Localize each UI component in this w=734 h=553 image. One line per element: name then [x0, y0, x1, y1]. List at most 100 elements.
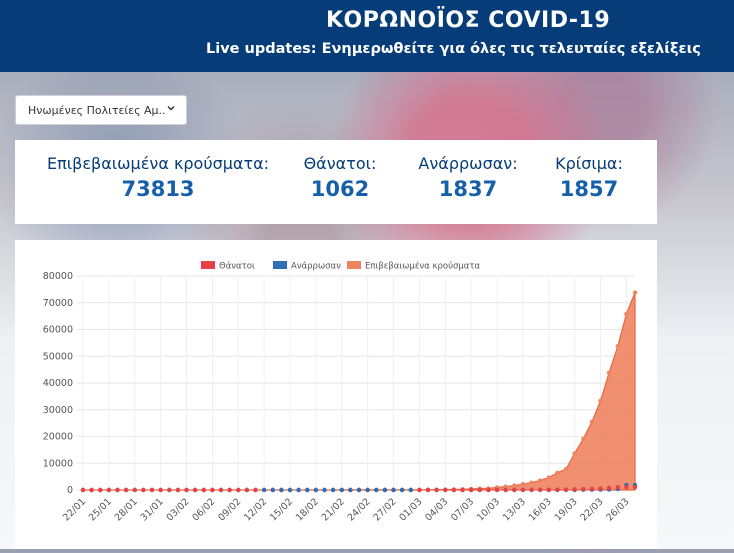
point-Θάνατοι-47 — [486, 487, 491, 493]
page-title: ΚΟΡΩΝΟΪΟΣ COVID-19 — [326, 8, 611, 33]
legend-label-1: Ανάρρωσαν — [291, 262, 341, 272]
y-tick-label-0: 0 — [67, 485, 73, 496]
stat-deaths-value: 1062 — [310, 177, 370, 201]
point-Επιβεβαιωμένα-κρούσματα-57 — [572, 451, 577, 456]
point-Επιβεβαιωμένα-κρούσματα-50 — [512, 483, 517, 488]
legend-swatch-1 — [273, 261, 287, 269]
point-Θάνατοι-53 — [537, 487, 543, 492]
legend-swatch-0 — [201, 261, 215, 269]
point-Επιβεβαιωμένα-κρούσματα-52 — [529, 480, 534, 485]
x-tick-label-3: 31/01 — [139, 496, 166, 523]
legend-label-2: Επιβεβαιωμένα κρούσματα — [365, 261, 480, 272]
point-Θάνατοι-56 — [563, 487, 569, 492]
point-Επιβεβαιωμένα-κρούσματα-49 — [503, 484, 508, 489]
x-tick-label-21: 26/03 — [604, 496, 631, 523]
point-Επιβεβαιωμένα-κρούσματα-60 — [598, 398, 603, 404]
x-tick-label-4: 03/02 — [164, 496, 191, 523]
site-header: ΚΟΡΩΝΟΪΟΣ COVID-19 Live updates: Ενημερω… — [0, 0, 734, 72]
y-tick-label-4: 40000 — [43, 378, 73, 389]
point-Θάνατοι-37 — [399, 487, 405, 493]
point-Θάνατοι-10 — [167, 487, 172, 493]
point-Επιβεβαιωμένα-κρούσματα-55 — [555, 470, 560, 475]
point-Θάνατοι-33 — [365, 487, 370, 493]
point-Θάνατοι-48 — [494, 487, 500, 493]
point-Θάνατοι-35 — [382, 487, 388, 493]
point-Επιβεβαιωμένα-κρούσματα-56 — [563, 467, 569, 472]
stat-recovered-label: Ανάρρωσαν: — [418, 154, 518, 173]
stat-recovered: Ανάρρωσαν: 1837 — [408, 154, 528, 201]
point-Θάνατοι-4 — [115, 487, 120, 493]
stat-critical-label: Κρίσιμα: — [555, 154, 623, 173]
point-Θάνατοι-64 — [632, 485, 638, 490]
x-tick-label-19: 19/03 — [553, 496, 580, 523]
point-Θάνατοι-6 — [132, 487, 137, 493]
x-tick-label-13: 01/03 — [397, 496, 424, 523]
point-Επιβεβαιωμένα-κρούσματα-54 — [546, 475, 551, 480]
point-Επιβεβαιωμένα-κρούσματα-61 — [606, 370, 612, 375]
stat-critical: Κρίσιμα: 1857 — [547, 154, 631, 201]
point-Θάνατοι-12 — [184, 487, 189, 493]
point-Επιβεβαιωμένα-κρούσματα-53 — [537, 478, 543, 483]
region-select[interactable]: Ηνωμένες Πολιτείες Αμ... — [15, 95, 187, 125]
point-Θάνατοι-40 — [425, 487, 431, 493]
x-tick-label-6: 09/02 — [216, 496, 243, 523]
point-Θάνατοι-62 — [615, 485, 620, 490]
y-tick-label-6: 60000 — [43, 325, 73, 336]
point-Θάνατοι-41 — [434, 487, 439, 493]
point-Θάνατοι-61 — [606, 485, 612, 491]
point-Θάνατοι-16 — [218, 487, 224, 493]
stat-recovered-value: 1837 — [438, 177, 498, 201]
point-Θάνατοι-25 — [296, 487, 301, 493]
point-Θάνατοι-32 — [356, 487, 362, 493]
stat-deaths: Θάνατοι: 1062 — [287, 154, 393, 201]
point-Θάνατοι-5 — [123, 487, 129, 493]
x-tick-label-18: 16/03 — [527, 496, 554, 523]
point-Επιβεβαιωμένα-κρούσματα-59 — [589, 419, 595, 424]
point-Θάνατοι-24 — [287, 487, 293, 493]
point-Θάνατοι-44 — [460, 487, 465, 493]
point-Θάνατοι-52 — [529, 487, 534, 492]
point-Θάνατοι-42 — [443, 487, 448, 493]
stat-critical-value: 1857 — [559, 177, 619, 201]
x-tick-label-14: 04/03 — [423, 496, 450, 523]
stat-confirmed-value: 73813 — [121, 177, 195, 201]
point-Θάνατοι-14 — [201, 487, 206, 493]
point-Θάνατοι-13 — [192, 487, 198, 493]
chart-card: 0 10000 20000 30000 40000 50000 60000 70000 8000… — [15, 240, 657, 549]
point-Θάνατοι-11 — [175, 487, 181, 493]
point-Επιβεβαιωμένα-κρούσματα-58 — [581, 436, 586, 442]
point-Θάνατοι-15 — [210, 487, 215, 493]
x-tick-label-8: 15/02 — [268, 496, 295, 523]
x-tick-label-10: 21/02 — [320, 496, 347, 523]
y-tick-label-7: 70000 — [43, 298, 73, 309]
y-tick-label-3: 30000 — [43, 405, 73, 416]
stat-confirmed-label: Επιβεβαιωμένα κρούσματα: — [46, 154, 270, 173]
point-Θάνατοι-20 — [253, 487, 258, 493]
point-Θάνατοι-30 — [339, 487, 344, 493]
point-Θάνατοι-57 — [572, 487, 577, 492]
point-Θάνατοι-19 — [244, 487, 250, 493]
x-tick-label-11: 24/02 — [346, 496, 373, 523]
x-tick-label-0: 22/01 — [61, 496, 88, 523]
point-Θάνατοι-21 — [261, 487, 267, 493]
point-Θάνατοι-49 — [503, 487, 508, 493]
point-Επιβεβαιωμένα-κρούσματα-63 — [624, 311, 629, 317]
point-Θάνατοι-45 — [468, 487, 474, 493]
point-Θάνατοι-29 — [330, 487, 336, 493]
point-Θάνατοι-54 — [546, 487, 551, 492]
point-Θάνατοι-58 — [581, 486, 586, 492]
region-select-value: Ηνωμένες Πολιτείες Αμ... — [28, 103, 166, 117]
stats-panel: Επιβεβαιωμένα κρούσματα: 73813 Θάνατοι: … — [15, 140, 657, 224]
point-Θάνατοι-46 — [477, 487, 482, 493]
x-tick-label-5: 06/02 — [190, 496, 217, 523]
x-tick-label-17: 13/03 — [501, 496, 528, 523]
point-Θάνατοι-9 — [158, 487, 163, 493]
x-tick-label-15: 07/03 — [449, 496, 476, 523]
point-Θάνατοι-7 — [141, 487, 146, 493]
point-Επιβεβαιωμένα-κρούσματα-62 — [615, 344, 620, 349]
x-tick-label-1: 25/01 — [87, 496, 114, 523]
y-tick-label-2: 20000 — [43, 432, 73, 443]
x-tick-label-20: 22/03 — [578, 496, 605, 523]
x-tick-label-16: 10/03 — [475, 496, 502, 523]
point-Θάνατοι-17 — [227, 487, 232, 493]
